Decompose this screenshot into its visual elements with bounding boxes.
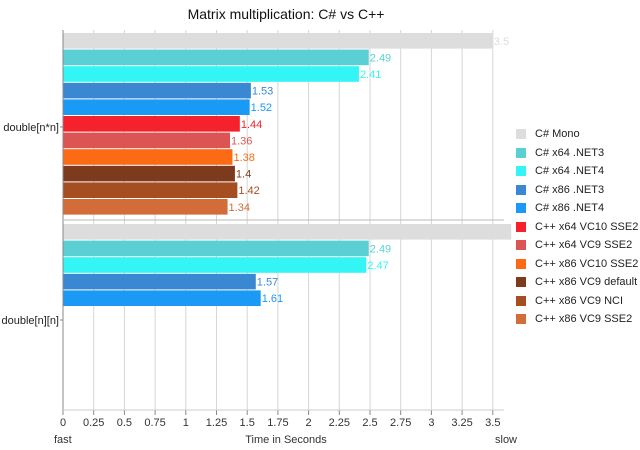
bar	[63, 273, 256, 290]
x-tick-label: 1.75	[267, 417, 288, 429]
bar	[63, 240, 369, 257]
data-label: 1.61	[262, 293, 283, 305]
legend-item: C# x86 .NET4	[516, 199, 638, 218]
x-tick-label: 0	[60, 417, 66, 429]
bar	[63, 33, 493, 49]
x-tick-label: 2.75	[390, 417, 411, 429]
bar	[63, 149, 233, 165]
x-tick-label: 0.5	[117, 417, 132, 429]
legend-item: C++ x64 VC10 SSE2	[516, 218, 638, 237]
x-tick-label: 2.25	[329, 417, 350, 429]
bar	[63, 199, 228, 215]
data-label: 1.44	[241, 119, 262, 131]
legend-swatch	[516, 147, 526, 158]
legend-swatch	[516, 277, 526, 288]
axes	[62, 30, 504, 411]
legend-label: C# x86 .NET3	[535, 183, 605, 196]
legend-label: C++ x64 VC9 SSE2	[535, 239, 633, 252]
x-tick-label: 3.25	[451, 417, 472, 429]
legend-swatch	[516, 129, 526, 140]
x-left-label: fast	[54, 434, 72, 446]
x-axis-label: Time in Seconds	[245, 434, 327, 446]
bars	[63, 33, 512, 306]
legend-label: C++ x86 VC9 SSE2	[535, 313, 633, 326]
x-tick-label: 1.5	[240, 417, 255, 429]
x-tick-labels: 0 0.25 0.5 0.75 1 1.25 1.5 1.75 2 2.25 2.5 2.75 3 3.2…	[60, 417, 501, 429]
bar	[63, 290, 261, 306]
data-label: 2.49	[370, 243, 391, 255]
data-label: 1.42	[238, 185, 259, 197]
legend-item: C++ x86 VC9 default	[516, 273, 638, 292]
legend-item: C# x64 .NET3	[516, 144, 638, 163]
x-tick-label: 1	[183, 417, 189, 429]
legend-label: C++ x86 VC9 default	[535, 276, 638, 289]
legend-swatch	[516, 203, 526, 214]
bar	[63, 116, 240, 132]
legend: C# Mono C# x64 .NET3 C# x64 .NET4 C# x86 .N…	[516, 125, 638, 329]
x-tick-label: 2.5	[362, 417, 377, 429]
value-labels: 3.5 2.49 2.41 1.53 1.52 1.44 1.36 1.38 1.4 1.42 1.…	[229, 36, 510, 305]
data-label: 2.47	[367, 260, 388, 272]
x-tick-label: 2	[306, 417, 312, 429]
bar	[63, 224, 512, 240]
x-tick-label: 0.25	[83, 417, 104, 429]
legend-swatch	[516, 184, 526, 195]
data-label: 1.38	[233, 152, 254, 164]
bar	[63, 132, 231, 149]
legend-swatch	[516, 295, 526, 306]
legend-item: C# Mono	[516, 125, 638, 144]
x-tick-label: 3	[428, 417, 434, 429]
y-category-label: double[n][n]	[2, 315, 60, 327]
legend-swatch	[516, 166, 526, 177]
bar	[63, 82, 251, 99]
legend-swatch	[516, 240, 526, 251]
legend-item: C++ x86 VC9 NCI	[516, 292, 638, 311]
legend-label: C# x64 .NET4	[535, 165, 605, 178]
data-label: 1.53	[252, 86, 273, 98]
legend-swatch	[516, 258, 526, 269]
data-label: 2.49	[370, 52, 391, 64]
legend-swatch	[516, 314, 526, 325]
legend-label: C# Mono	[535, 128, 580, 141]
legend-item: C++ x64 VC9 SSE2	[516, 236, 638, 255]
data-label: 1.34	[229, 202, 250, 214]
bar	[63, 257, 367, 273]
data-label: 1.4	[236, 169, 251, 181]
legend-item: C++ x86 VC10 SSE2	[516, 255, 638, 274]
legend-label: C++ x64 VC10 SSE2	[535, 220, 639, 233]
bar	[63, 182, 238, 198]
chart-title: Matrix multiplication: C# vs C++	[187, 6, 385, 22]
legend-label: C++ x86 VC9 NCI	[535, 294, 624, 307]
x-tick-label: 3.5	[485, 417, 500, 429]
legend-item: C# x64 .NET4	[516, 162, 638, 181]
x-tick-label: 1.25	[206, 417, 227, 429]
x-tick-label: 0.75	[144, 417, 165, 429]
bar	[63, 66, 359, 82]
data-label: 1.57	[257, 277, 278, 289]
data-label: 1.36	[231, 135, 252, 147]
data-label: 2.41	[360, 69, 381, 81]
data-label: 3.5	[494, 36, 509, 48]
bar	[63, 99, 250, 115]
y-category-labels: double[n*n] double[n][n]	[2, 122, 63, 327]
legend-swatch	[516, 221, 526, 232]
legend-label: C# x86 .NET4	[535, 202, 605, 215]
bar	[63, 165, 235, 182]
bar	[63, 49, 369, 66]
y-category-label: double[n*n]	[3, 122, 59, 134]
legend-label: C# x64 .NET3	[535, 146, 605, 159]
data-label: 1.52	[251, 102, 272, 114]
legend-label: C++ x86 VC10 SSE2	[535, 257, 639, 270]
legend-item: C++ x86 VC9 SSE2	[516, 310, 638, 329]
legend-item: C# x86 .NET3	[516, 181, 638, 200]
x-right-label: slow	[495, 434, 518, 446]
